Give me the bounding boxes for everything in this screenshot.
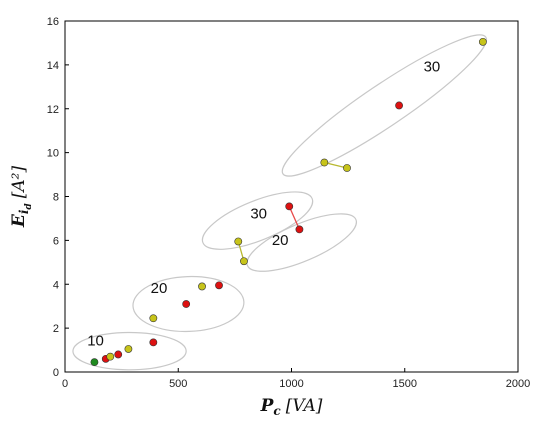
y-axis-ticks: 0 2 4 6 8 10 12 14 16 bbox=[47, 16, 69, 379]
group-ellipse bbox=[201, 191, 314, 250]
y-tick-label: 6 bbox=[53, 235, 59, 247]
data-point-yellow bbox=[149, 314, 158, 323]
group-label: 30 bbox=[424, 58, 441, 75]
data-point-red bbox=[149, 338, 158, 347]
data-points bbox=[90, 37, 487, 367]
data-point-red bbox=[395, 101, 403, 110]
group-label: 20 bbox=[151, 280, 168, 297]
y-axis-subsubscript: d bbox=[24, 203, 34, 210]
data-point-yellow bbox=[343, 164, 351, 172]
x-axis-unit: [VA] bbox=[286, 396, 323, 416]
y-axis-unit: [A²] bbox=[9, 166, 29, 199]
group-ellipse bbox=[246, 213, 357, 272]
y-tick-label: 16 bbox=[47, 16, 59, 28]
plot-area-frame bbox=[64, 20, 519, 373]
group-label: 20 bbox=[272, 232, 289, 249]
data-point-yellow bbox=[478, 37, 487, 46]
x-axis-ticks: 0 500 1000 1500 2000 bbox=[62, 368, 530, 390]
y-axis-title: Eid [A²] bbox=[9, 166, 34, 229]
y-tick-label: 14 bbox=[47, 60, 59, 72]
group-ellipses bbox=[72, 34, 488, 371]
connector-line bbox=[288, 206, 301, 230]
y-tick-label: 10 bbox=[47, 148, 59, 160]
group-ellipse bbox=[72, 331, 187, 371]
data-point-yellow bbox=[124, 345, 133, 353]
data-point-red bbox=[182, 300, 191, 308]
x-tick-label: 500 bbox=[169, 378, 187, 390]
x-tick-label: 0 bbox=[62, 378, 68, 390]
data-point-yellow bbox=[234, 237, 243, 246]
x-tick-label: 1000 bbox=[279, 378, 303, 390]
y-tick-label: 4 bbox=[53, 279, 59, 291]
data-point-red bbox=[215, 281, 223, 290]
data-point-green bbox=[90, 358, 99, 367]
y-tick-label: 2 bbox=[53, 323, 59, 335]
group-ellipse bbox=[281, 34, 488, 177]
x-tick-label: 2000 bbox=[506, 378, 530, 390]
x-tick-label: 1500 bbox=[393, 378, 417, 390]
data-point-yellow bbox=[320, 158, 329, 167]
group-ellipse bbox=[132, 275, 245, 333]
y-axis-subscript: i bbox=[17, 209, 31, 214]
y-tick-label: 0 bbox=[53, 367, 59, 379]
data-point-red bbox=[114, 350, 123, 359]
group-label: 10 bbox=[87, 333, 104, 350]
data-point-yellow bbox=[106, 352, 115, 361]
data-point-yellow bbox=[198, 282, 206, 291]
group-annotations: 10 20 30 20 30 bbox=[87, 58, 440, 349]
group-label: 30 bbox=[250, 205, 267, 222]
x-axis-symbol: P bbox=[260, 396, 275, 416]
y-tick-label: 8 bbox=[53, 192, 59, 204]
y-tick-label: 12 bbox=[47, 104, 59, 116]
data-point-red bbox=[295, 225, 304, 234]
y-axis-symbol: E bbox=[9, 213, 29, 228]
x-axis-subscript: c bbox=[273, 404, 281, 418]
data-point-red bbox=[285, 202, 294, 211]
x-axis-title: Pc [VA] bbox=[260, 396, 323, 418]
data-point-yellow bbox=[240, 257, 248, 266]
